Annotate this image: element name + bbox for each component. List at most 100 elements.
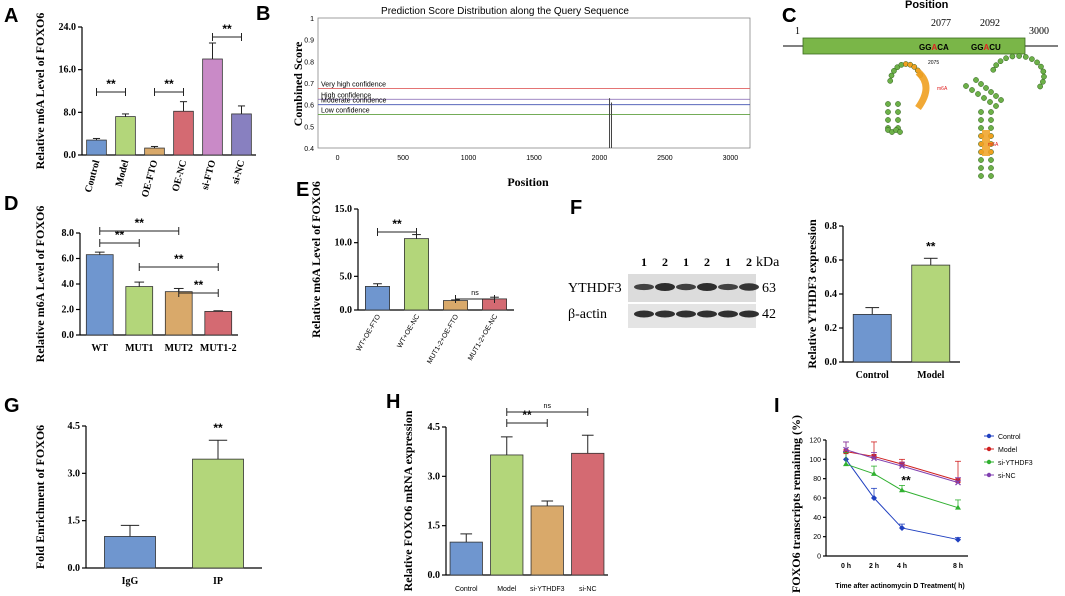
nucleotide: [990, 66, 997, 73]
y-tick-label: 24.0: [59, 22, 77, 33]
bar: [911, 264, 951, 363]
panel-h-chart: 0.0 1.5 3.0 4.5 Relative FOXO6 mRNA expressi…: [401, 403, 608, 593]
y-tick-label: 10.0: [335, 238, 353, 249]
nucleotide: [885, 109, 891, 115]
y-tick-label: 15.0: [335, 204, 353, 215]
y-tick-label: 0.6: [304, 103, 314, 110]
y-tick-label: 8.0: [64, 107, 77, 118]
y-tick-label: 1.5: [68, 516, 81, 527]
legend-label: si-NC: [998, 473, 1016, 480]
nucleotide: [973, 77, 979, 83]
nucleotide: [988, 117, 994, 123]
significance-label: **: [174, 252, 184, 266]
panel-c-label-2: C: [782, 5, 796, 27]
nucleotide: [988, 89, 994, 95]
y-axis-label: FOXO6 transcripts remaining (%): [789, 415, 803, 593]
y-tick-label: 5.0: [340, 271, 353, 282]
x-tick-label: 4 h: [897, 563, 907, 570]
blot-row1-name: YTHDF3: [568, 281, 622, 296]
nucleotide: [993, 62, 1000, 68]
panel-b-xlabel: Position: [507, 175, 549, 189]
x-tick-label: 0 h: [841, 563, 851, 570]
panel-c-motif1: GGACA: [919, 43, 949, 52]
x-tick-label: 1000: [461, 155, 477, 162]
bar: [173, 110, 194, 156]
nucleotide: [975, 91, 981, 97]
data-point: [843, 449, 849, 455]
panel-f-chart: 0.0 0.2 0.4 0.6 0.8 Relative YTHDF3 expressio…: [805, 219, 960, 381]
bar: [404, 238, 429, 311]
panel-label-f: F: [570, 197, 582, 219]
y-tick-label: 4.5: [428, 422, 441, 433]
panel-c-loop-label: 2075: [928, 60, 939, 66]
x-tick-label: Control: [455, 586, 478, 593]
nucleotide: [911, 64, 918, 70]
significance-label: **: [106, 77, 116, 91]
x-tick-label: IP: [213, 576, 223, 587]
y-axis-label: Relative FOXO6 mRNA expression: [401, 410, 415, 591]
nucleotide: [993, 103, 999, 109]
blot-row2-kda: 42: [762, 307, 776, 322]
y-tick-label: 3.0: [68, 468, 81, 479]
y-tick-label: 0.4: [825, 289, 838, 300]
panel-c-start: 1: [795, 26, 800, 37]
nucleotide: [963, 83, 969, 89]
panel-b-frame: [317, 17, 751, 149]
y-tick-label: 0.4: [304, 146, 314, 153]
lane-label: 1: [683, 255, 689, 269]
significance-label: ns: [471, 290, 479, 297]
panel-c-site1-pos: 2077: [931, 18, 951, 29]
bar: [231, 113, 252, 156]
blot-row1-kda: 63: [762, 281, 776, 296]
data-point: [871, 470, 877, 476]
x-tick-label: MUT1-2+OE-FTO: [426, 313, 460, 365]
nucleotide: [978, 117, 984, 123]
bar: [490, 454, 524, 576]
nucleotide: [988, 165, 994, 171]
significance-label: ns: [544, 403, 552, 410]
x-tick-label: 8 h: [953, 563, 963, 570]
legend-marker: [986, 433, 992, 439]
y-tick-label: 100: [809, 457, 821, 464]
legend-marker: [986, 446, 992, 452]
bar: [85, 254, 114, 336]
x-tick-label: MUT1-2+OE-NC: [467, 314, 499, 362]
band-actin: [718, 310, 738, 318]
highlight-loop: [915, 69, 930, 111]
x-tick-label: 1500: [526, 155, 542, 162]
significance-label: **: [926, 239, 936, 253]
x-tick-label: Model: [497, 586, 517, 593]
lane-label: 2: [704, 255, 710, 269]
bar: [86, 139, 107, 156]
band-ythdf3: [718, 283, 738, 291]
series-line: [845, 459, 959, 541]
bar: [125, 286, 154, 336]
panel-c-diagram: C Position 1 2077 2092 3000 GGACA GGACU …: [782, 0, 1058, 179]
band-ythdf3: [739, 283, 759, 291]
y-tick-label: 60: [813, 496, 821, 503]
bar: [104, 536, 156, 569]
legend-label: si-YTHDF3: [998, 460, 1033, 467]
panel-b-chart: Prediction Score Distribution along the …: [291, 6, 751, 189]
data-point: [871, 455, 877, 462]
panel-label-b: B: [256, 3, 270, 25]
data-point: [843, 461, 849, 467]
nucleotide: [988, 157, 994, 163]
significance-label: **: [392, 217, 402, 231]
significance-label: **: [901, 473, 911, 487]
y-tick-label: 0.0: [340, 305, 353, 316]
nucleotide: [988, 109, 994, 115]
x-tick-label: Model: [917, 370, 944, 381]
lane-label: 1: [725, 255, 731, 269]
y-tick-label: 0.7: [304, 81, 314, 88]
blot-row2-name: β-actin: [568, 307, 607, 322]
nucleotide: [978, 109, 984, 115]
data-point: [955, 479, 961, 486]
nucleotide: [895, 109, 901, 115]
lane-label: 2: [746, 255, 752, 269]
nucleotide: [895, 117, 901, 123]
band-actin: [634, 310, 654, 318]
band-actin: [676, 310, 696, 318]
nucleotide: [1016, 53, 1022, 59]
nucleotide: [988, 173, 994, 179]
